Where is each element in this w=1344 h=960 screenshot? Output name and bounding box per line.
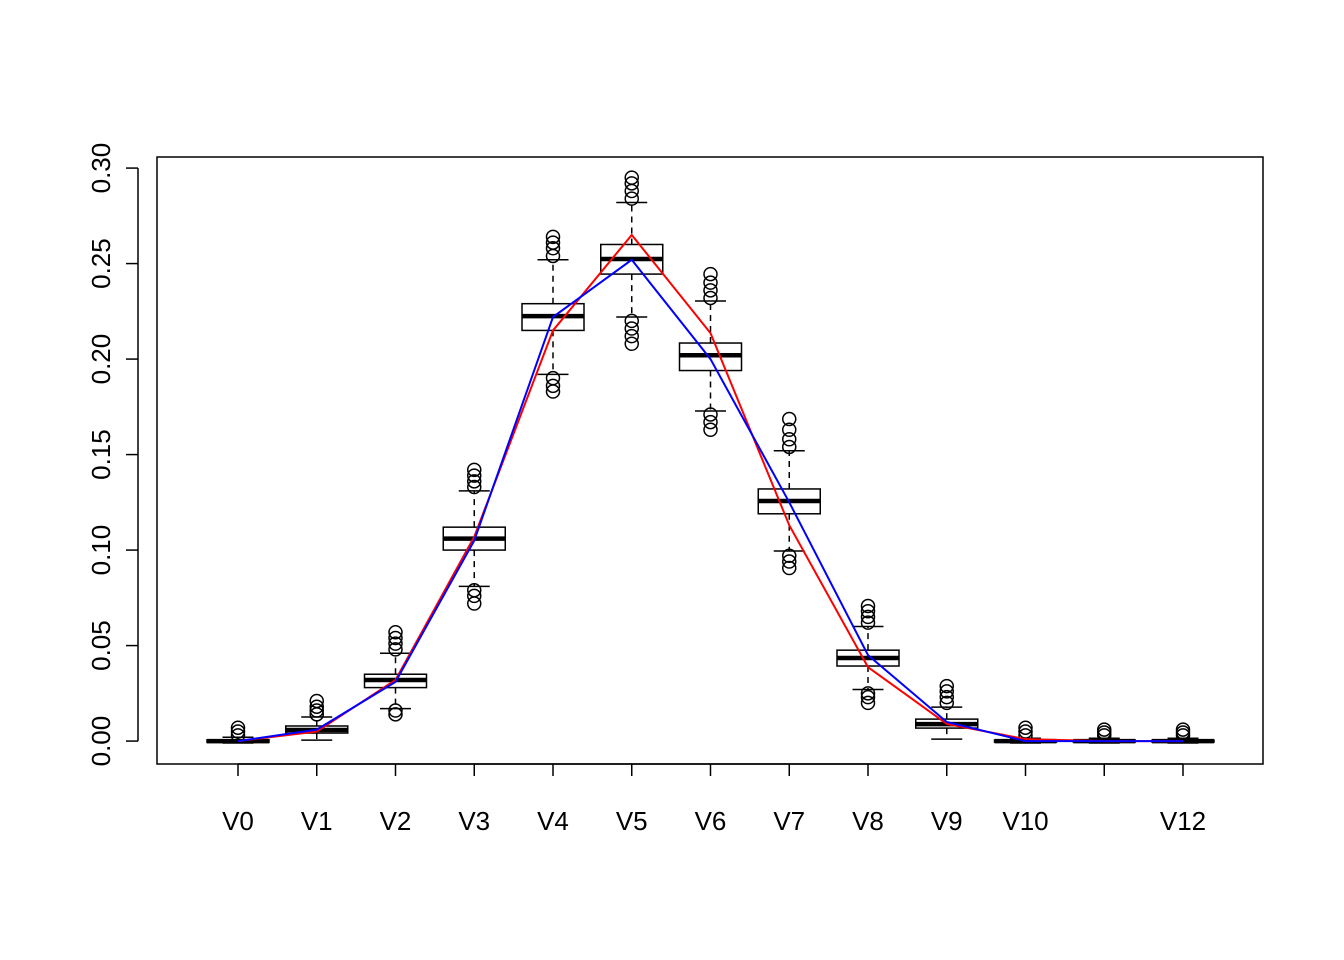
outlier: [1175, 722, 1191, 737]
outlier: [545, 235, 561, 250]
outlier: [703, 414, 718, 430]
outlier: [545, 229, 561, 245]
x-tick-label: V2: [380, 806, 412, 836]
outlier: [860, 615, 876, 630]
x-tick-label: V5: [616, 806, 648, 836]
x-tick-label: V12: [1160, 806, 1206, 836]
line-series: [237, 233, 1183, 743]
outlier: [782, 548, 797, 564]
outlier: [624, 313, 639, 329]
outlier: [230, 720, 246, 735]
outlier: [624, 321, 639, 336]
y-tick-label: 0.10: [86, 525, 116, 576]
outlier: [860, 598, 876, 614]
outlier: [230, 728, 246, 743]
outlier: [782, 439, 797, 455]
x-tick-label: V8: [852, 806, 884, 836]
outlier: [939, 695, 954, 711]
y-tick-label: 0.15: [86, 429, 116, 480]
outlier: [388, 707, 403, 722]
outlier: [860, 609, 876, 625]
outlier: [624, 328, 639, 344]
outlier: [624, 170, 639, 185]
outlier: [388, 642, 403, 657]
outlier: [703, 290, 718, 306]
outlier: [1018, 724, 1033, 739]
outlier: [309, 699, 324, 714]
outlier: [309, 693, 324, 709]
outlier: [939, 678, 954, 694]
outlier: [782, 422, 797, 437]
outlier: [1175, 725, 1191, 740]
outlier: [860, 686, 876, 701]
outlier: [624, 183, 639, 199]
plot-frame: [156, 156, 1264, 765]
outlier: [939, 689, 954, 705]
y-tick-label: 0.25: [86, 238, 116, 289]
x-tick-label: V0: [222, 806, 254, 836]
outlier: [545, 241, 561, 256]
x-tick-label: V4: [537, 806, 569, 836]
outlier: [860, 689, 876, 705]
outlier: [467, 596, 482, 611]
x-tick-label: V7: [773, 806, 805, 836]
outlier: [467, 582, 482, 598]
x-tick-label: V6: [695, 806, 727, 836]
outlier: [1097, 722, 1112, 737]
outlier: [467, 462, 482, 478]
y-tick-label: 0.20: [86, 334, 116, 385]
outlier: [703, 422, 718, 437]
x-tick-label: V3: [458, 806, 490, 836]
outlier: [782, 554, 797, 569]
outlier: [545, 378, 561, 394]
outlier: [388, 703, 403, 718]
outlier: [939, 684, 954, 699]
line-series: [237, 258, 1183, 743]
y-tick-label: 0.30: [86, 143, 116, 194]
outlier: [545, 384, 561, 399]
outlier: [782, 560, 797, 576]
outlier: [388, 636, 403, 651]
outlier: [1018, 720, 1033, 735]
outlier: [624, 336, 639, 352]
outlier: [703, 266, 718, 282]
outlier: [703, 275, 718, 290]
x-tick-label: V1: [301, 806, 333, 836]
outlier: [624, 191, 639, 206]
outlier: [860, 695, 876, 711]
outlier: [782, 411, 797, 427]
outlier: [388, 624, 403, 640]
outlier: [545, 370, 561, 386]
x-tick-label: V9: [931, 806, 963, 836]
outlier: [703, 407, 718, 422]
outlier: [467, 588, 482, 604]
y-tick-label: 0.00: [86, 716, 116, 767]
outlier: [309, 703, 324, 718]
y-tick-label: 0.05: [86, 620, 116, 671]
outlier: [624, 176, 639, 191]
outlier: [467, 479, 482, 495]
x-tick-label: V10: [1002, 806, 1048, 836]
outlier: [1097, 725, 1112, 740]
outlier: [230, 724, 246, 739]
outlier: [388, 630, 403, 646]
outlier: [467, 468, 482, 483]
outlier: [703, 283, 718, 298]
outlier: [782, 432, 797, 447]
outlier: [467, 474, 482, 489]
outlier: [860, 603, 876, 619]
